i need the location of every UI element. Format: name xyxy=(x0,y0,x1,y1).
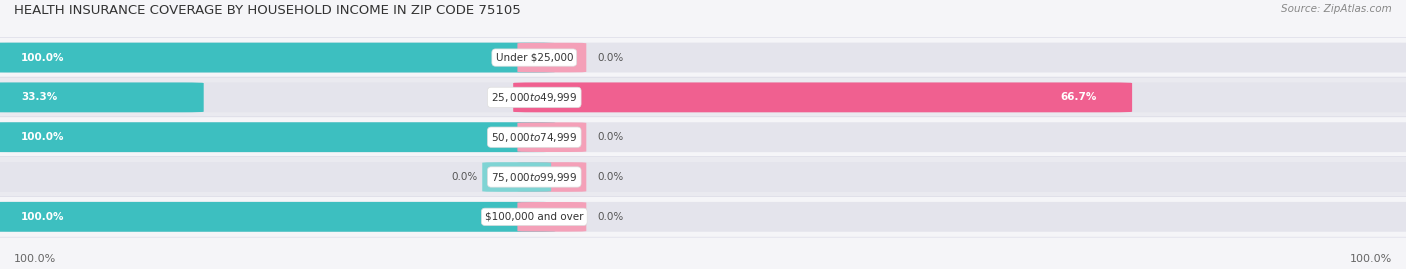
Text: 100.0%: 100.0% xyxy=(14,254,56,264)
FancyBboxPatch shape xyxy=(0,77,1406,118)
Text: $50,000 to $74,999: $50,000 to $74,999 xyxy=(491,131,578,144)
Text: 66.7%: 66.7% xyxy=(1060,92,1097,102)
FancyBboxPatch shape xyxy=(517,43,586,72)
Text: Under $25,000: Under $25,000 xyxy=(495,52,574,63)
FancyBboxPatch shape xyxy=(0,43,555,72)
FancyBboxPatch shape xyxy=(517,162,586,192)
Text: 100.0%: 100.0% xyxy=(21,132,65,142)
FancyBboxPatch shape xyxy=(482,162,551,192)
Text: $75,000 to $99,999: $75,000 to $99,999 xyxy=(491,171,578,183)
Text: $100,000 and over: $100,000 and over xyxy=(485,212,583,222)
FancyBboxPatch shape xyxy=(0,43,1406,72)
Text: 0.0%: 0.0% xyxy=(598,212,624,222)
Text: 100.0%: 100.0% xyxy=(1350,254,1392,264)
FancyBboxPatch shape xyxy=(0,37,1406,78)
Text: $25,000 to $49,999: $25,000 to $49,999 xyxy=(491,91,578,104)
FancyBboxPatch shape xyxy=(0,82,204,112)
Text: 33.3%: 33.3% xyxy=(21,92,58,102)
Text: 100.0%: 100.0% xyxy=(21,212,65,222)
Text: 0.0%: 0.0% xyxy=(598,52,624,63)
Text: 100.0%: 100.0% xyxy=(21,52,65,63)
Text: 0.0%: 0.0% xyxy=(598,132,624,142)
Text: Source: ZipAtlas.com: Source: ZipAtlas.com xyxy=(1281,4,1392,14)
FancyBboxPatch shape xyxy=(0,162,1406,192)
Text: 0.0%: 0.0% xyxy=(598,172,624,182)
FancyBboxPatch shape xyxy=(0,202,555,232)
FancyBboxPatch shape xyxy=(517,202,586,232)
FancyBboxPatch shape xyxy=(0,117,1406,157)
FancyBboxPatch shape xyxy=(0,122,555,152)
FancyBboxPatch shape xyxy=(0,122,1406,152)
Text: HEALTH INSURANCE COVERAGE BY HOUSEHOLD INCOME IN ZIP CODE 75105: HEALTH INSURANCE COVERAGE BY HOUSEHOLD I… xyxy=(14,4,520,17)
FancyBboxPatch shape xyxy=(0,202,1406,232)
FancyBboxPatch shape xyxy=(0,197,1406,237)
FancyBboxPatch shape xyxy=(0,157,1406,197)
FancyBboxPatch shape xyxy=(513,82,1132,112)
FancyBboxPatch shape xyxy=(517,122,586,152)
Text: 0.0%: 0.0% xyxy=(451,172,478,182)
FancyBboxPatch shape xyxy=(0,82,1406,112)
